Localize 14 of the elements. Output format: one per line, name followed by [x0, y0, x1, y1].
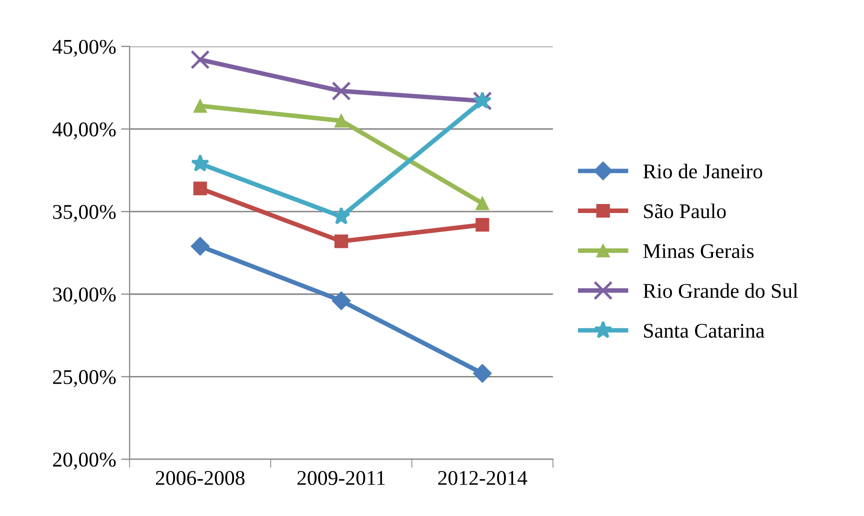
y-tick-label: 40,00%	[52, 122, 116, 140]
legend-label: Santa Catarina	[644, 324, 764, 338]
y-tick-label: 25,00%	[53, 370, 116, 388]
x-tick-label: 2012-2014	[438, 470, 528, 486]
legend-label: Rio Grande do Sul	[643, 283, 798, 298]
x-tick-label: 2006-2008	[156, 470, 244, 486]
y-tick-label: 45,00%	[52, 40, 116, 57]
y-tick-label: 20,00%	[53, 452, 116, 470]
legend-label: São Paulo	[644, 204, 726, 218]
y-tick-label: 35,00%	[53, 204, 116, 222]
legend-label: Rio de Janeiro	[643, 164, 762, 178]
x-tick-label: 2009-2011	[297, 470, 385, 486]
y-tick-label: 30,00%	[53, 287, 116, 305]
legend-label: Minas Gerais	[643, 244, 754, 258]
